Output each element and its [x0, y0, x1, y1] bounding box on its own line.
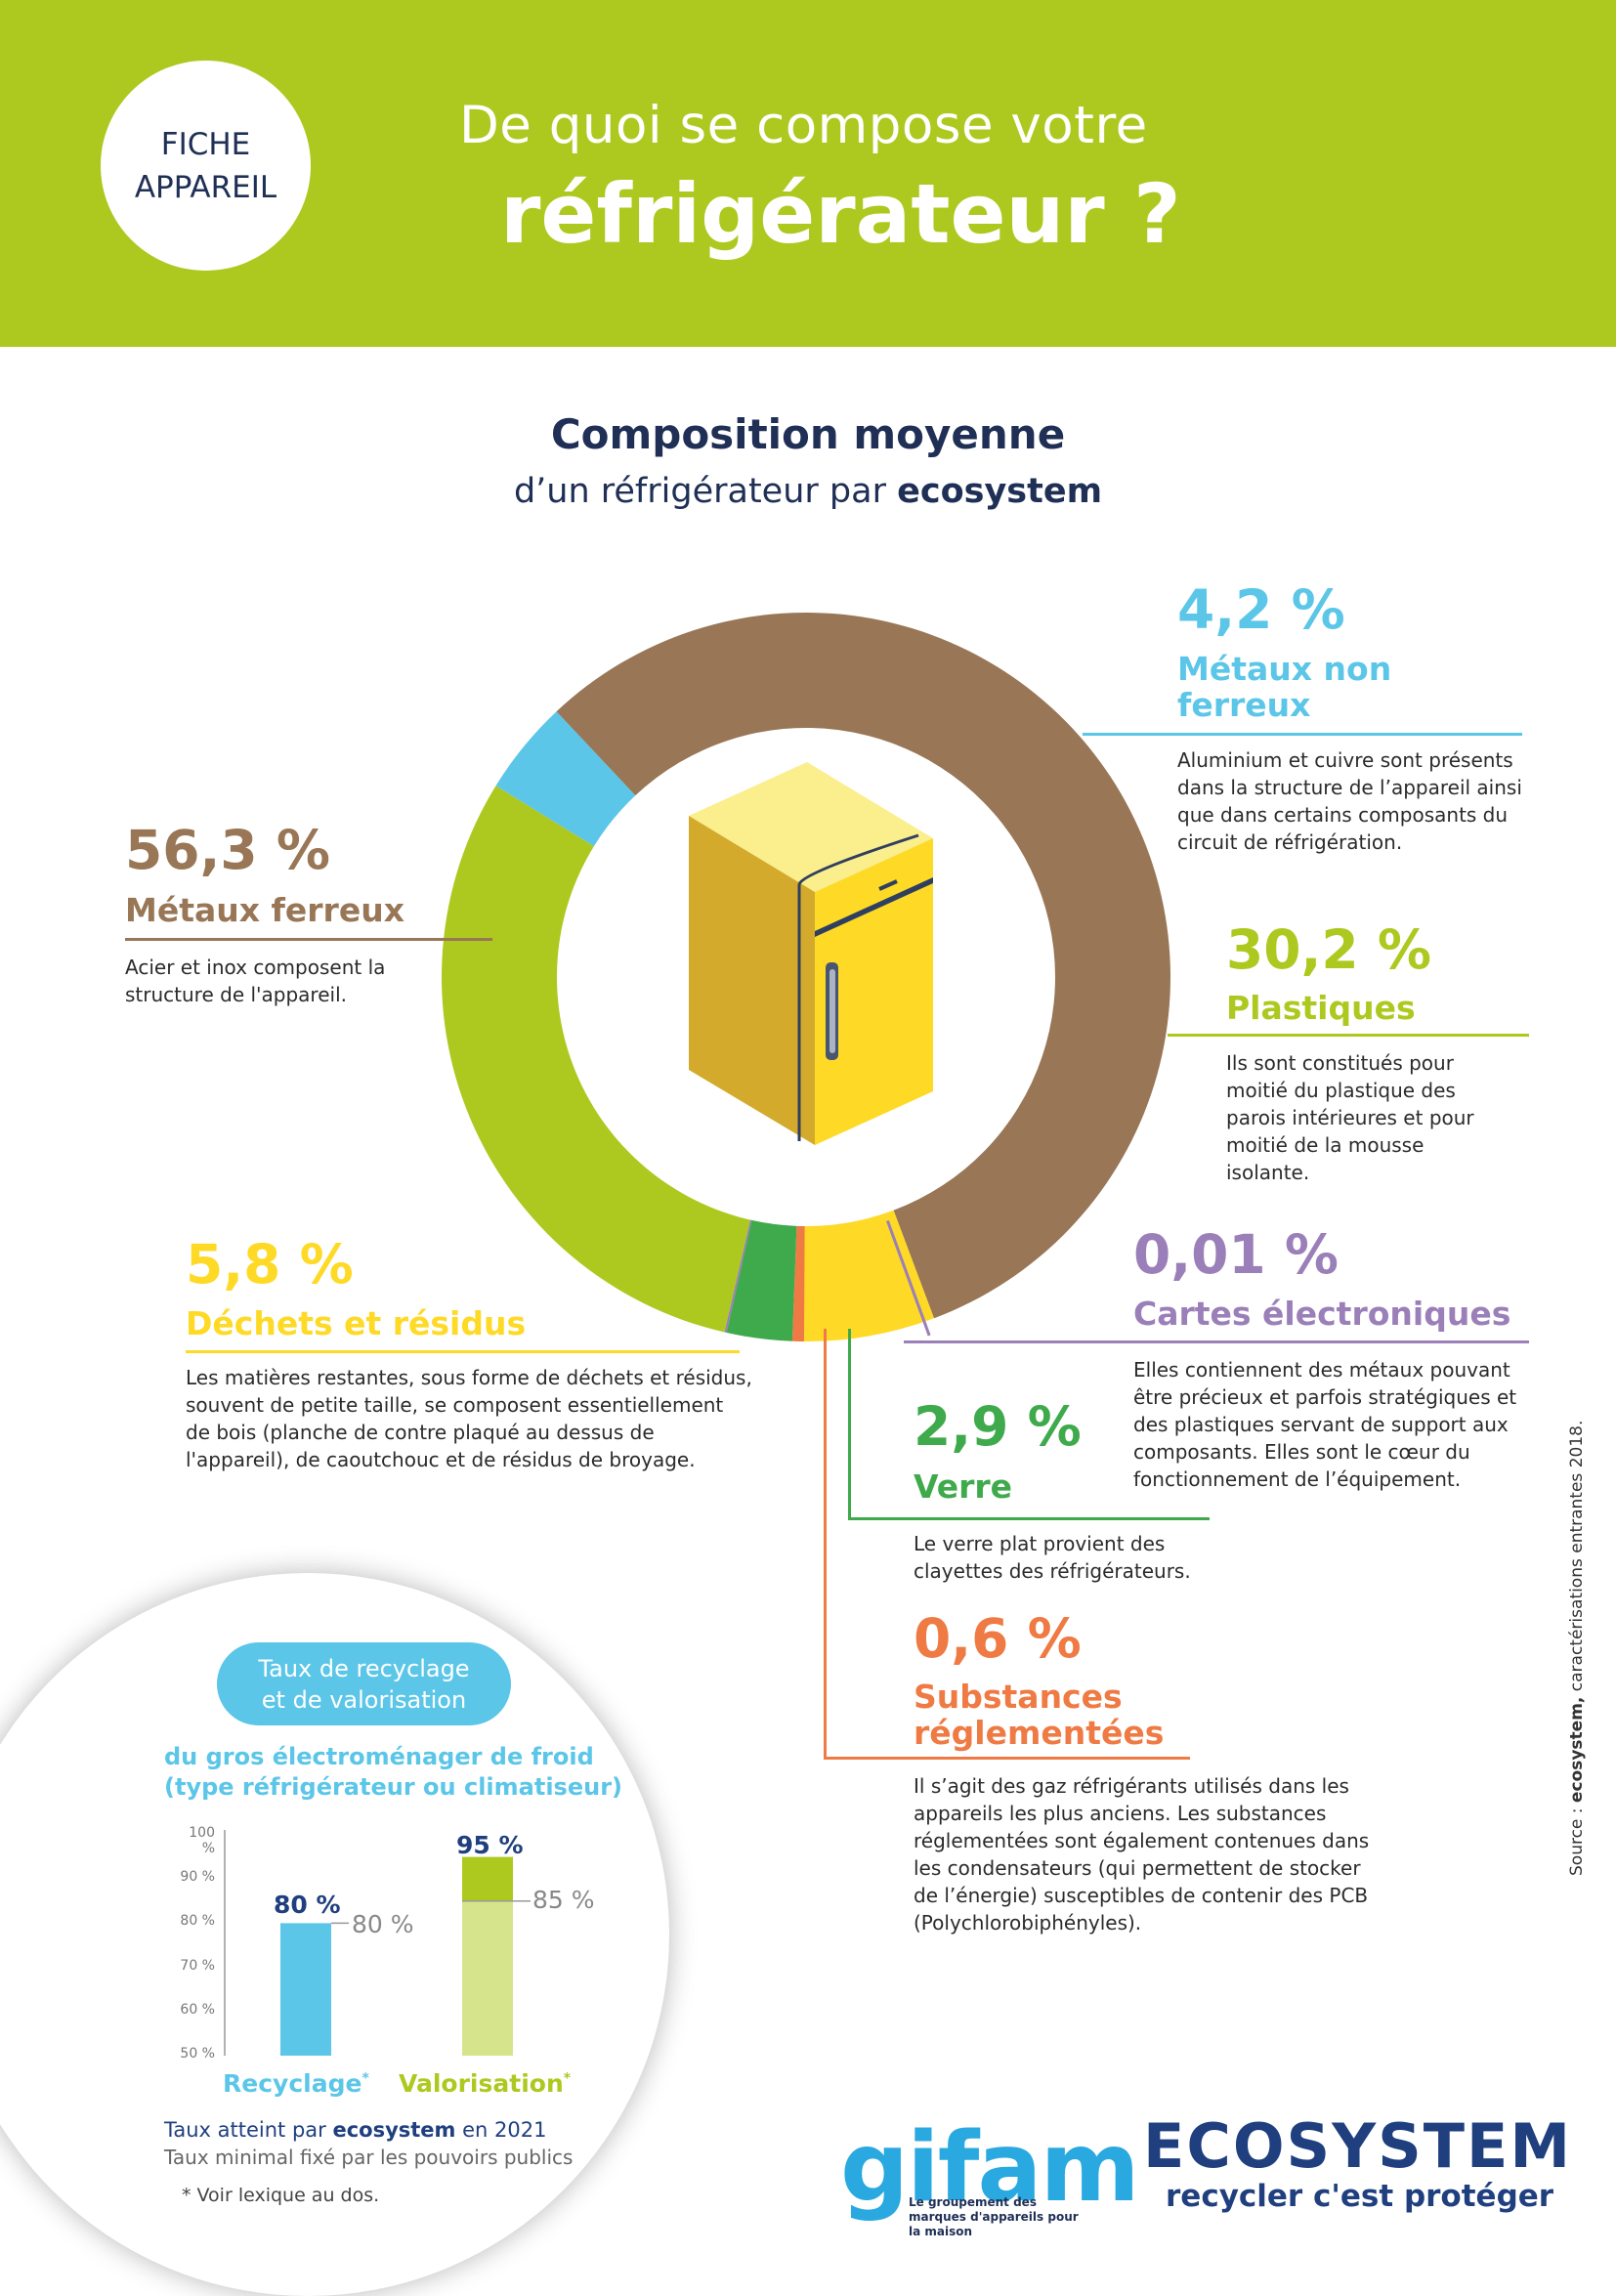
- page-title-line1: De quoi se compose votre: [459, 96, 1148, 155]
- label-verre-pct: 2,9 %: [914, 1395, 1082, 1458]
- bar-ytick-label: 80 %: [180, 1913, 215, 1930]
- bar-category-valorisation-text: Valorisation: [399, 2069, 564, 2098]
- bar-category-valorisation: Valorisation*: [399, 2069, 571, 2098]
- donut-slice-metaux-non-ferreux: [495, 711, 636, 847]
- donut-slice-dechets-et-residus: [803, 1210, 935, 1341]
- label-verre-name: Verre: [914, 1467, 1013, 1506]
- leader-vline-substances: [824, 1329, 827, 1759]
- desc-metaux-non-ferreux: Aluminium et cuivre sont présents dans l…: [1177, 748, 1522, 854]
- bar-chart-subtitle: du gros électroménager de froid (type ré…: [164, 1742, 622, 1803]
- ecosystem-tagline: recycler c'est protéger: [1166, 2179, 1554, 2214]
- desc-plastiques: Ils sont constitués pour moitié du plast…: [1226, 1051, 1474, 1184]
- label-metaux-ferreux-pct: 56,3 %: [125, 819, 330, 881]
- bar-recyclage-reached: [280, 1923, 331, 2056]
- badge-line1: FICHE: [160, 126, 251, 162]
- label-plastiques-pct: 30,2 %: [1226, 918, 1431, 981]
- bar-ytick-label: 90 %: [180, 1869, 215, 1886]
- gifam-tagline: Le groupement des marques d'appareils po…: [909, 2195, 1079, 2238]
- bar-category-valorisation-marker: *: [563, 2070, 572, 2087]
- legend-minimum: Taux minimal fixé par les pouvoirs publi…: [164, 2146, 574, 2169]
- source-suffix: caractérisations entrantes 2018.: [1567, 1420, 1587, 1697]
- legend-reached-brand: ecosystem: [332, 2118, 456, 2142]
- bar-ytick-label: 60 %: [180, 2001, 215, 2018]
- composition-title: Composition moyenne: [550, 410, 1066, 458]
- leader-line-verre: [848, 1517, 1210, 1520]
- leader-line-plastiques: [1168, 1034, 1529, 1037]
- bar-value-recyclage-min: 80 %: [352, 1910, 414, 1938]
- label-dechets-pct: 5,8 %: [186, 1233, 354, 1296]
- label-substances-pct: 0,6 %: [914, 1607, 1082, 1670]
- bar-subtitle-line1: du gros électroménager de froid: [164, 1743, 594, 1770]
- source-note: Source : ecosystem, caractérisations ent…: [1567, 1421, 1587, 1876]
- leader-line-metaux-ferreux: [125, 938, 492, 941]
- composition-subtitle: d’un réfrigérateur par ecosystem: [0, 472, 1616, 511]
- donut-slice-verre: [726, 1219, 797, 1341]
- bar-category-recyclage: Recyclage*: [223, 2069, 369, 2098]
- label-cartes-electroniques-pct: 0,01 %: [1133, 1223, 1339, 1286]
- recycling-title-pill: Taux de recyclage et de valorisation: [217, 1642, 511, 1725]
- leader-line-cartes-electroniques: [904, 1340, 1529, 1343]
- ecosystem-logo: ECOSYSTEM: [1143, 2110, 1573, 2182]
- bar-valorisation-min: [462, 1900, 513, 2056]
- source-prefix: Source :: [1567, 1803, 1587, 1876]
- donut-slice-cartes-electroniques: [724, 1219, 752, 1334]
- desc-dechets: Les matières restantes, sous forme de dé…: [186, 1366, 752, 1471]
- badge-line2: APPAREIL: [134, 169, 277, 205]
- bar-marks: [280, 1856, 531, 2056]
- page-title-line2: réfrigérateur ?: [500, 166, 1181, 262]
- bar-category-recyclage-marker: *: [361, 2070, 369, 2087]
- label-metaux-non-ferreux-name: Métaux non ferreux: [1177, 650, 1392, 724]
- recycling-bar-chart: [224, 1830, 531, 2056]
- label-dechets-name: Déchets et résidus: [186, 1304, 527, 1342]
- leader-line-dechets: [186, 1350, 740, 1353]
- bar-subtitle-line2: (type réfrigérateur ou climatiseur): [164, 1773, 622, 1801]
- label-metaux-ferreux-name: Métaux ferreux: [125, 891, 404, 929]
- label-metaux-non-ferreux-pct: 4,2 %: [1177, 578, 1345, 641]
- leader-line-metaux-non-ferreux: [1083, 733, 1522, 736]
- composition-subtitle-brand: ecosystem: [897, 472, 1103, 511]
- label-cartes-electroniques-name: Cartes électroniques: [1133, 1295, 1511, 1333]
- bar-ytick-label: 50 %: [180, 2046, 215, 2062]
- legend-reached: Taux atteint par ecosystem en 2021: [164, 2118, 546, 2142]
- bar-value-valorisation-min: 85 %: [532, 1886, 595, 1914]
- bar-category-recyclage-text: Recyclage: [223, 2069, 362, 2098]
- desc-cartes-electroniques: Elles contiennent des métaux pouvant êtr…: [1133, 1358, 1517, 1491]
- pill-line1: Taux de recyclage: [258, 1654, 470, 1682]
- source-brand: ecosystem,: [1567, 1696, 1587, 1804]
- desc-substances: Il s’agit des gaz réfrigérants utilisés …: [914, 1774, 1370, 1935]
- donut-slice-substances-reglementees: [791, 1225, 806, 1341]
- fiche-appareil-badge: FICHE APPAREIL: [101, 61, 311, 271]
- donut-slice-plastiques: [441, 786, 750, 1333]
- label-substances-name: Substances réglementées: [914, 1678, 1165, 1752]
- desc-verre: Le verre plat provient des clayettes des…: [914, 1532, 1191, 1583]
- bar-valorisation-reached: [462, 1856, 513, 1901]
- leader-line-substances: [824, 1757, 1190, 1760]
- pill-line2: et de valorisation: [261, 1685, 467, 1714]
- donut-slices: [441, 612, 1170, 1341]
- label-plastiques-name: Plastiques: [1226, 989, 1416, 1027]
- legend-reached-suffix: en 2021: [455, 2118, 547, 2142]
- bar-ytick-label: 100 %: [189, 1825, 215, 1856]
- footnote: * Voir lexique au dos.: [182, 2185, 380, 2206]
- bar-value-recyclage-reached: 80 %: [274, 1891, 341, 1919]
- gifam-logo: gifam: [840, 2112, 1140, 2224]
- desc-metaux-ferreux: Acier et inox composent la structure de …: [125, 956, 386, 1006]
- bar-value-valorisation-reached: 95 %: [456, 1831, 524, 1859]
- fridge-illustration: [689, 762, 933, 1145]
- leader-vline-verre: [848, 1329, 851, 1520]
- composition-subtitle-prefix: d’un réfrigérateur par: [513, 472, 898, 511]
- bar-ytick-label: 70 %: [180, 1957, 215, 1974]
- legend-reached-prefix: Taux atteint par: [164, 2118, 333, 2142]
- donut-slice-metaux-ferreux: [556, 612, 1170, 1319]
